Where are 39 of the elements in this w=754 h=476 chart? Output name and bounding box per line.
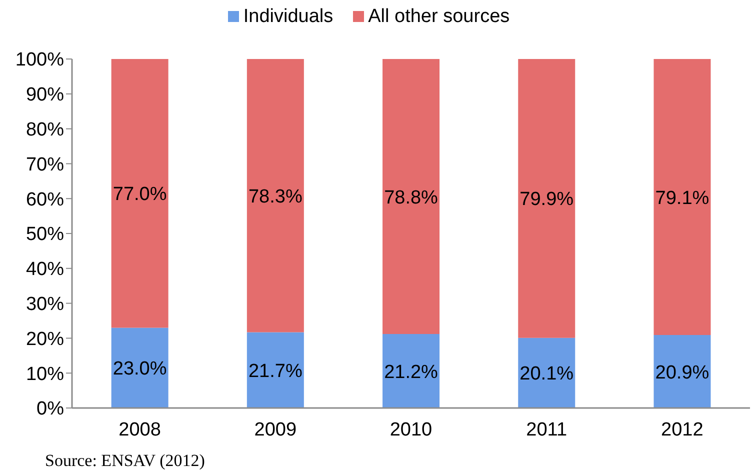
- x-tick-label: 2012: [661, 419, 704, 440]
- data-label: 77.0%: [112, 184, 167, 206]
- y-tick-label: 50%: [26, 224, 64, 246]
- bar: [518, 338, 576, 408]
- legend-label: All other sources: [368, 6, 510, 27]
- x-tick-label: 2008: [118, 419, 161, 440]
- x-tick-label: 2011: [526, 419, 568, 440]
- data-label: 79.9%: [520, 189, 574, 210]
- y-tick-label: 40%: [26, 259, 64, 280]
- y-tick-label: 90%: [26, 84, 64, 106]
- data-label: 21.7%: [248, 360, 302, 382]
- y-tick-label: 20%: [26, 328, 64, 350]
- data-label: 20.1%: [520, 364, 574, 385]
- data-label: 21.2%: [384, 362, 438, 383]
- x-tick-label: 2009: [254, 419, 297, 440]
- bar: [111, 59, 168, 328]
- source-note: Source: ENSAV (2012): [45, 451, 205, 471]
- y-tick-label: 30%: [26, 294, 64, 316]
- y-tick-label: 70%: [26, 154, 64, 176]
- y-tick-label: 60%: [26, 189, 64, 210]
- bar: [246, 59, 304, 332]
- bar: [518, 59, 576, 338]
- x-tick-label: 2010: [390, 419, 432, 440]
- data-label: 23.0%: [112, 358, 167, 380]
- data-label: 79.1%: [655, 188, 710, 209]
- bar: [654, 59, 711, 336]
- bar: [111, 328, 168, 408]
- data-label: 78.8%: [384, 187, 438, 208]
- data-label: 20.9%: [655, 362, 710, 384]
- y-tick-label: 80%: [26, 120, 64, 141]
- bar: [246, 332, 304, 408]
- data-label: 78.3%: [248, 186, 302, 208]
- bar: [654, 335, 711, 408]
- bar: [382, 59, 440, 334]
- y-tick-label: 0%: [36, 398, 64, 420]
- y-tick-label: 100%: [15, 50, 64, 71]
- y-tick-label: 10%: [26, 364, 64, 385]
- bar: [382, 334, 440, 408]
- legend-label: Individuals: [243, 6, 334, 27]
